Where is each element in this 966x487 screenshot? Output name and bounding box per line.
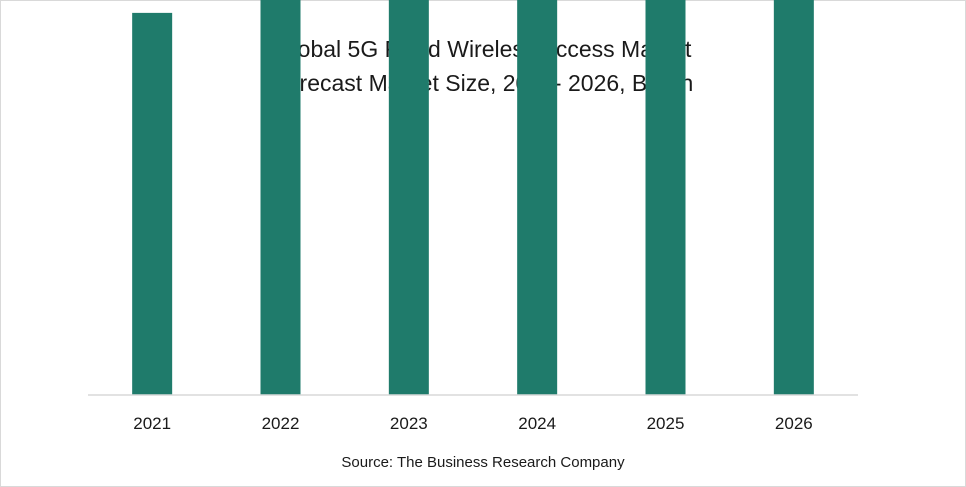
bar-2024 — [517, 0, 558, 395]
chart-title-line-1: Global 5G Fixed Wireless Access Market — [274, 36, 692, 62]
bar-2021 — [132, 12, 173, 395]
chart-title-line-2: Forecast Market Size, 2021- 2026, Billio… — [272, 70, 694, 96]
x-tick-label: 2026 — [775, 414, 813, 433]
bar-2026 — [773, 0, 814, 395]
x-tick-labels: 2021 2022 2023 2024 2025 2026 — [133, 414, 812, 433]
chart-title: Global 5G Fixed Wireless Access Market F… — [0, 32, 966, 100]
x-tick-label: 2022 — [262, 414, 300, 433]
bars-group — [132, 0, 814, 396]
x-tick-label: 2023 — [390, 414, 428, 433]
source-note: Source: The Business Research Company — [341, 454, 625, 471]
x-tick-label: 2021 — [133, 414, 171, 433]
data-label: 1.64 — [138, 0, 167, 3]
bar-2025 — [645, 0, 686, 396]
x-tick-label: 2025 — [647, 414, 685, 433]
data-labels: 1.643.073.82 — [138, 0, 167, 3]
x-tick-label: 2024 — [518, 414, 556, 433]
bar-2022 — [260, 0, 301, 395]
bar-2023 — [388, 0, 429, 395]
